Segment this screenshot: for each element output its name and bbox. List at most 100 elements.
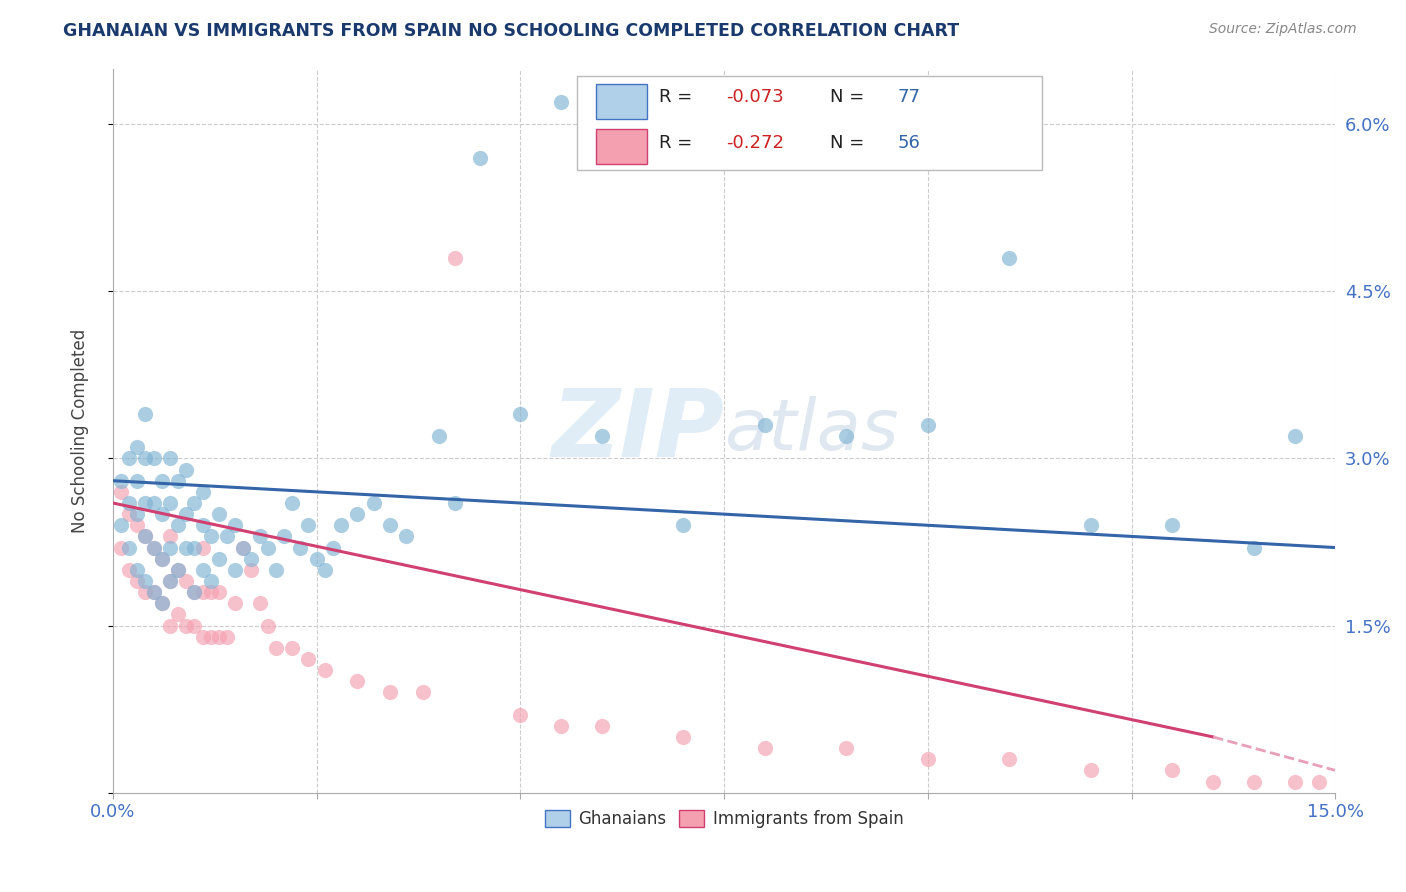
Point xyxy=(395,529,418,543)
Point xyxy=(167,563,190,577)
Point xyxy=(256,618,278,632)
Point xyxy=(1080,764,1102,778)
Point xyxy=(297,518,319,533)
Point xyxy=(174,507,197,521)
Point xyxy=(232,541,254,555)
Point xyxy=(142,585,165,599)
Point xyxy=(191,484,214,499)
Point xyxy=(127,563,149,577)
Point xyxy=(127,574,149,588)
Text: Source: ZipAtlas.com: Source: ZipAtlas.com xyxy=(1209,22,1357,37)
Point xyxy=(1308,774,1330,789)
Point xyxy=(183,618,205,632)
Point xyxy=(215,529,238,543)
Point xyxy=(208,551,231,566)
Point xyxy=(174,574,197,588)
Point xyxy=(672,518,695,533)
Point xyxy=(183,585,205,599)
Point xyxy=(150,551,173,566)
Point xyxy=(224,563,246,577)
Point xyxy=(159,451,181,466)
Point xyxy=(672,730,695,744)
Point xyxy=(1243,541,1265,555)
Point xyxy=(378,685,401,699)
Point xyxy=(142,451,165,466)
Point xyxy=(256,541,278,555)
Point xyxy=(127,518,149,533)
Point xyxy=(249,529,271,543)
Point xyxy=(110,474,132,488)
Point xyxy=(1284,429,1306,443)
Point xyxy=(159,574,181,588)
Point xyxy=(127,440,149,454)
Point xyxy=(444,496,467,510)
Point xyxy=(297,652,319,666)
Point xyxy=(412,685,434,699)
Point xyxy=(264,640,287,655)
Point xyxy=(134,451,156,466)
Point xyxy=(917,752,939,766)
Point xyxy=(322,541,344,555)
Point xyxy=(191,518,214,533)
Point xyxy=(1202,774,1225,789)
Text: N =: N = xyxy=(831,134,870,152)
Point xyxy=(200,529,222,543)
Point xyxy=(509,707,531,722)
Point xyxy=(159,618,181,632)
Text: -0.073: -0.073 xyxy=(727,88,785,106)
FancyBboxPatch shape xyxy=(596,85,647,119)
Point xyxy=(159,496,181,510)
Point xyxy=(273,529,295,543)
Point xyxy=(167,607,190,622)
Point xyxy=(1284,774,1306,789)
Point xyxy=(150,507,173,521)
Point xyxy=(998,251,1021,265)
Text: -0.272: -0.272 xyxy=(727,134,785,152)
Point xyxy=(134,496,156,510)
Point xyxy=(998,752,1021,766)
Point xyxy=(167,563,190,577)
Point xyxy=(290,541,312,555)
Y-axis label: No Schooling Completed: No Schooling Completed xyxy=(72,328,89,533)
Point xyxy=(468,151,491,165)
Point xyxy=(917,417,939,432)
Point xyxy=(754,741,776,756)
Point xyxy=(159,529,181,543)
Point xyxy=(118,541,141,555)
Point xyxy=(1243,774,1265,789)
Point xyxy=(281,496,304,510)
FancyBboxPatch shape xyxy=(596,129,647,164)
Point xyxy=(240,563,263,577)
Point xyxy=(346,674,368,689)
Point xyxy=(509,407,531,421)
Point xyxy=(550,719,572,733)
Text: 56: 56 xyxy=(897,134,921,152)
Point xyxy=(591,719,613,733)
Point xyxy=(183,496,205,510)
Point xyxy=(208,585,231,599)
Point xyxy=(835,429,858,443)
Point xyxy=(208,630,231,644)
Point xyxy=(240,551,263,566)
Point xyxy=(835,741,858,756)
Point xyxy=(363,496,385,510)
Point xyxy=(118,507,141,521)
Point xyxy=(183,541,205,555)
Point xyxy=(118,451,141,466)
Point xyxy=(1161,518,1184,533)
Point xyxy=(1080,518,1102,533)
Point xyxy=(150,551,173,566)
Point xyxy=(264,563,287,577)
Point xyxy=(174,462,197,476)
Point xyxy=(134,574,156,588)
Point xyxy=(427,429,450,443)
Point xyxy=(224,596,246,610)
Point xyxy=(167,474,190,488)
Point xyxy=(118,496,141,510)
Point xyxy=(159,541,181,555)
Text: R =: R = xyxy=(659,88,699,106)
Point xyxy=(200,574,222,588)
Point xyxy=(1161,764,1184,778)
Point xyxy=(305,551,328,566)
Point xyxy=(330,518,353,533)
